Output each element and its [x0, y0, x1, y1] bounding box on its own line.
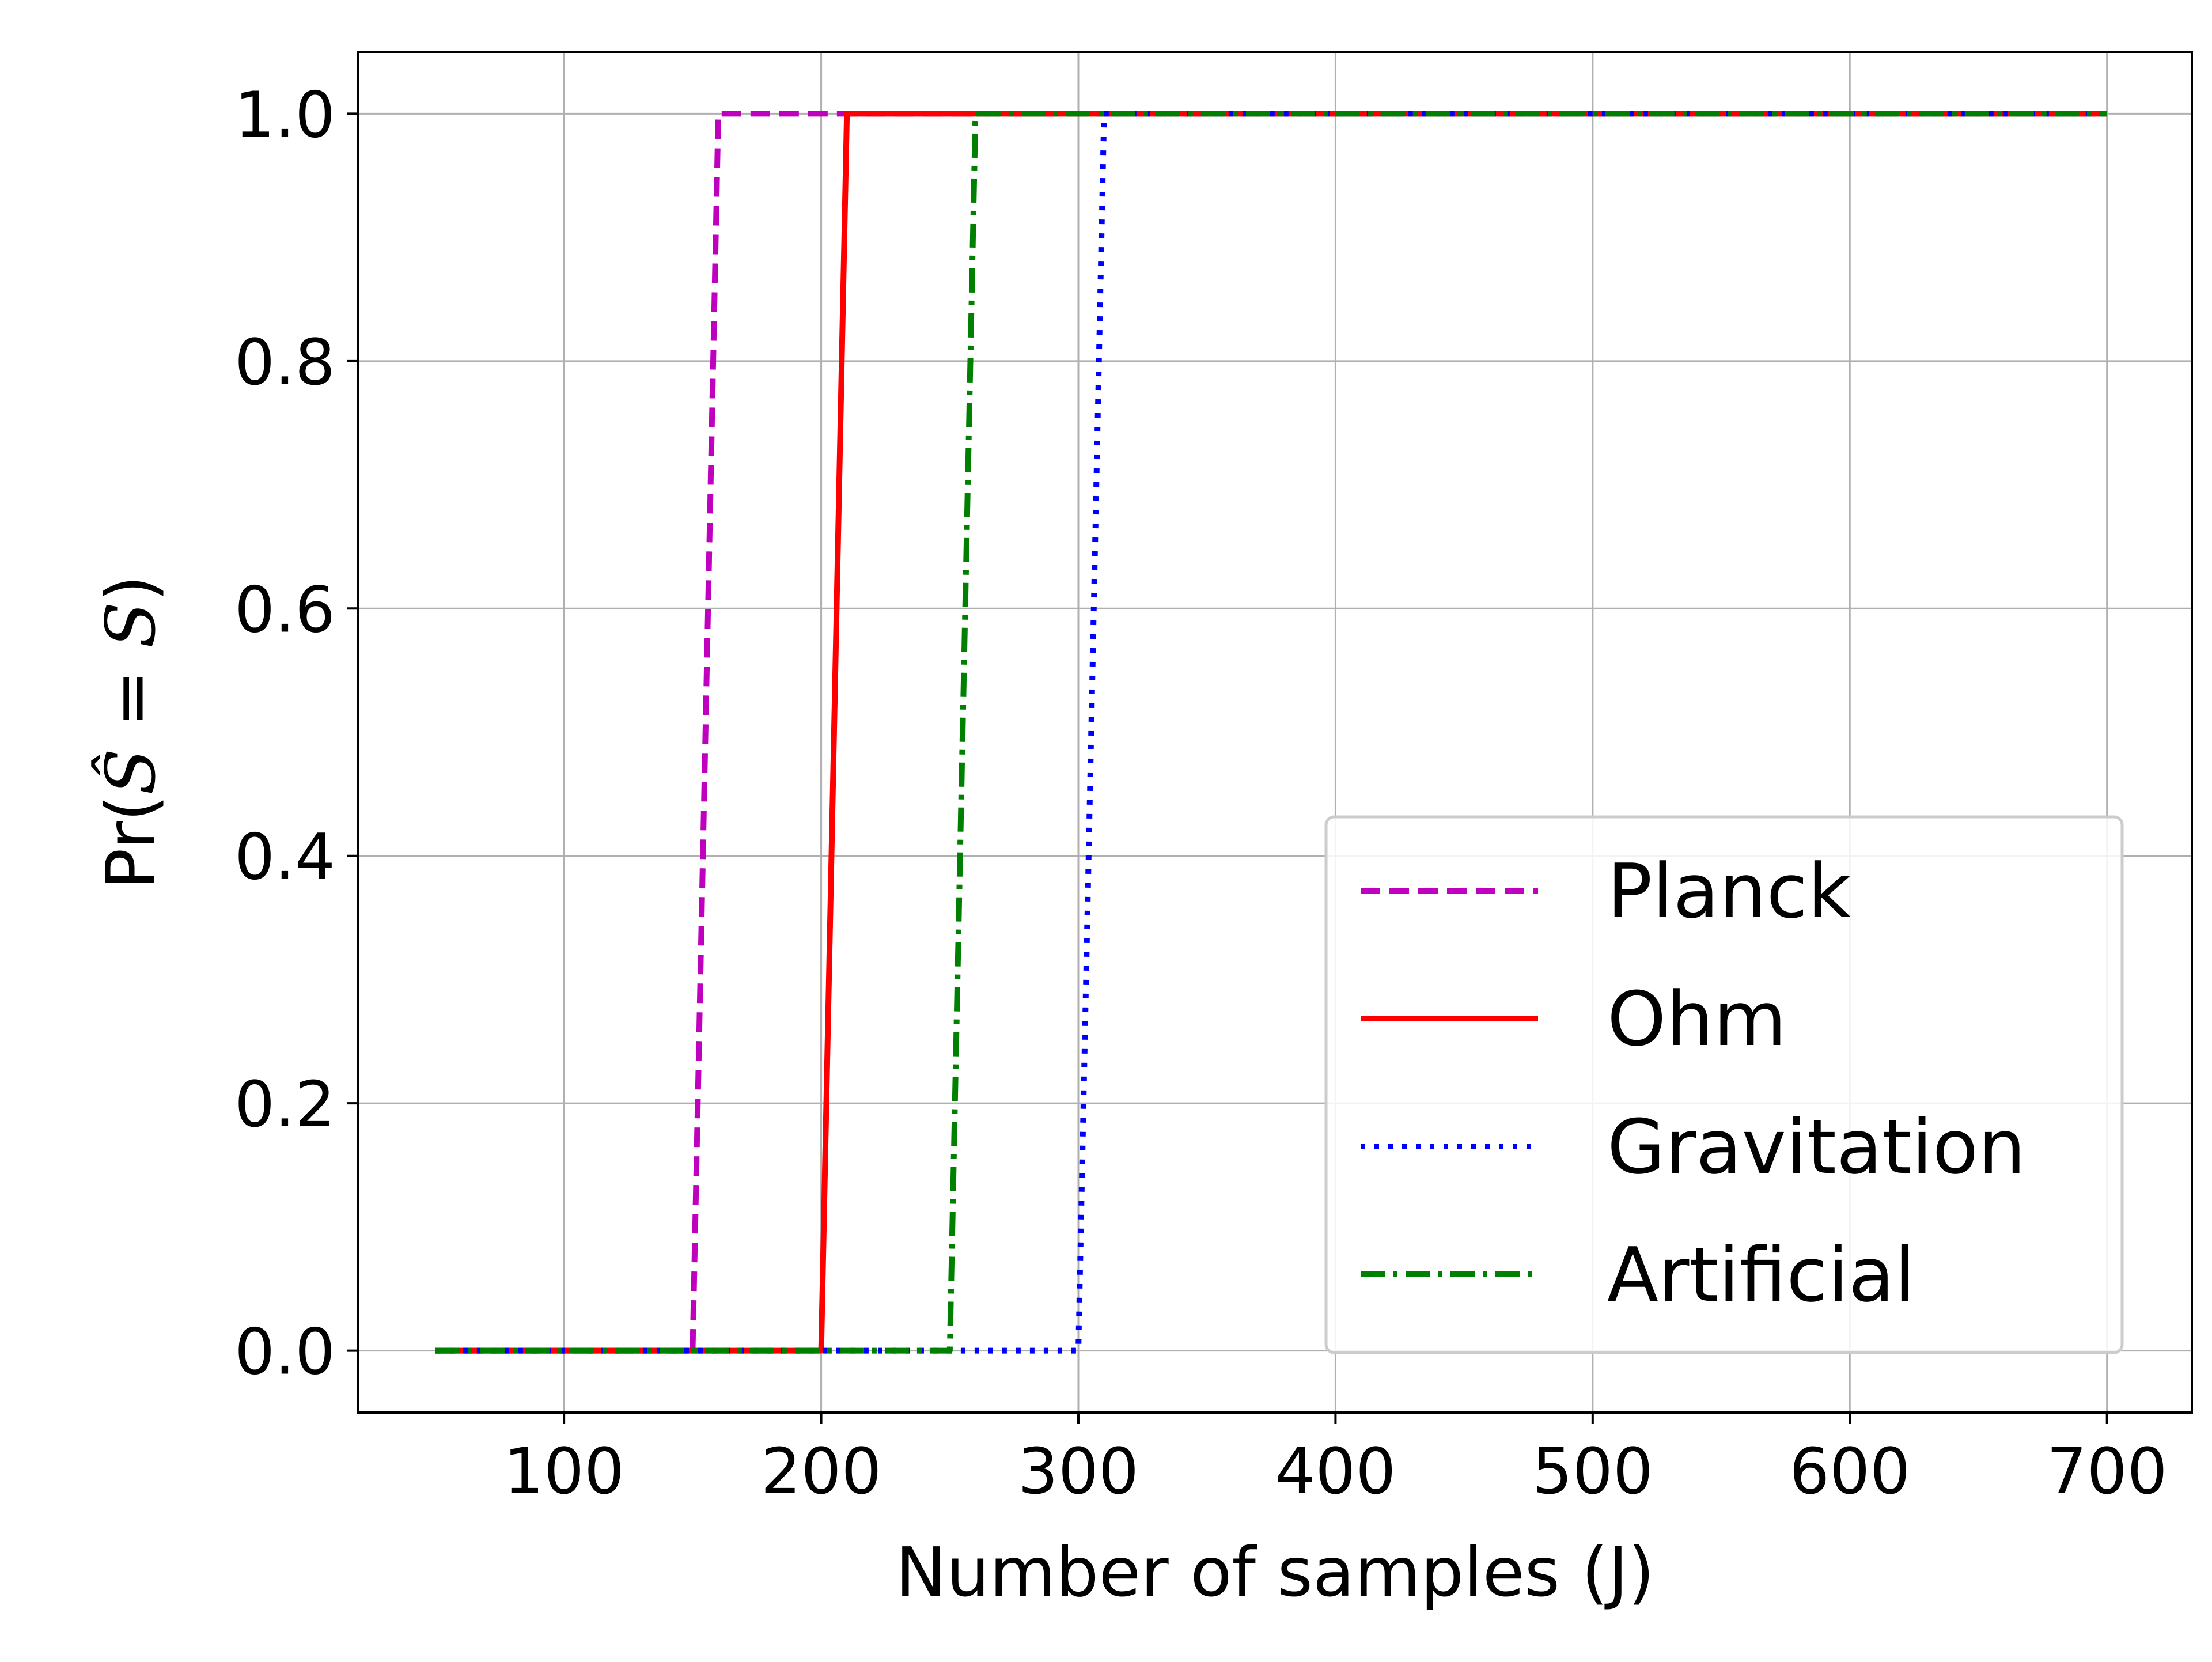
series-line-artificial [435, 111, 2107, 1354]
x-axis-ticks: 100 200 300 400 500 600 700 [503, 1413, 2168, 1508]
x-axis-title: Number of samples (J) [896, 1532, 1655, 1612]
y-tick-label: 0.2 [234, 1067, 335, 1141]
x-tick-label: 500 [1532, 1434, 1653, 1508]
legend: Planck Ohm Gravitation Artificial [1324, 815, 2124, 1354]
y-axis-title: Pr(Ŝ = S) [91, 575, 171, 889]
y-axis-title-s-hat: Ŝ [91, 748, 171, 795]
x-tick-label: 400 [1275, 1434, 1396, 1508]
legend-entries: Planck Ohm Gravitation Artificial [1361, 847, 2026, 1319]
legend-label-ohm: Ohm [1607, 975, 1786, 1063]
legend-label-planck: Planck [1607, 847, 1851, 935]
y-axis-title-s: S [91, 601, 171, 648]
y-tick-label: 0.0 [234, 1315, 335, 1389]
y-axis-ticks: 0.0 0.2 0.4 0.6 0.8 1.0 [234, 78, 358, 1389]
legend-label-gravitation: Gravitation [1607, 1103, 2026, 1191]
x-tick-label: 300 [1018, 1434, 1139, 1508]
legend-box [1324, 815, 2124, 1354]
legend-label-artificial: Artificial [1607, 1231, 1915, 1319]
x-tick-label: 100 [503, 1434, 624, 1508]
x-tick-label: 700 [2047, 1434, 2168, 1508]
plot-frame [357, 51, 2193, 1414]
series-line-planck [435, 111, 2107, 1354]
x-tick-label: 600 [1789, 1434, 1910, 1508]
y-tick-label: 0.6 [234, 573, 335, 646]
y-axis-title-suffix: ) [91, 575, 171, 601]
x-tick-label: 200 [761, 1434, 882, 1508]
y-tick-label: 0.8 [234, 325, 335, 399]
y-axis-title-prefix: Pr( [91, 795, 171, 889]
y-tick-label: 1.0 [234, 78, 335, 152]
y-axis-title-equals: = [91, 648, 171, 748]
series-lines [435, 111, 2107, 1354]
y-tick-label: 0.4 [234, 820, 335, 894]
